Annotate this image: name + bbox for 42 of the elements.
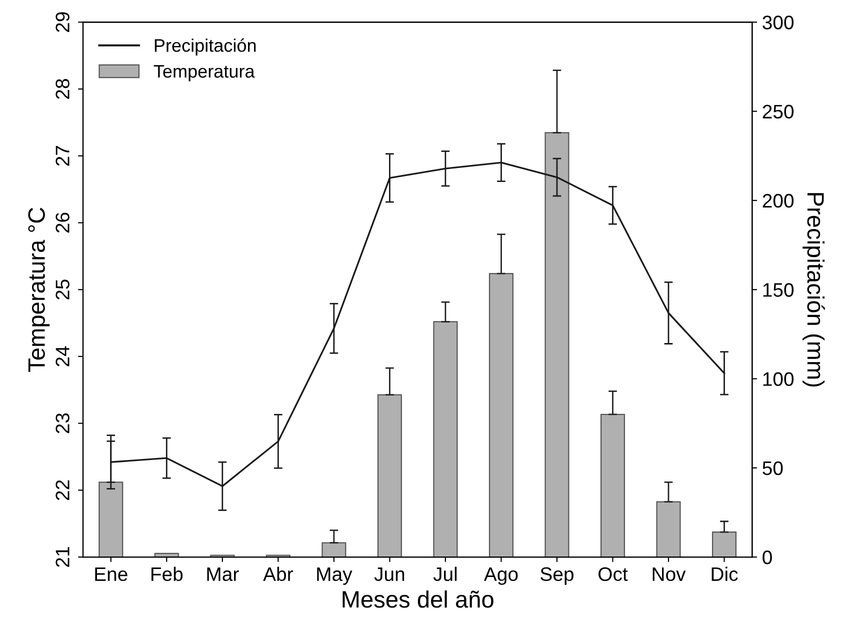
bar bbox=[544, 132, 570, 558]
x-tick-label: Nov bbox=[652, 567, 686, 582]
bar bbox=[488, 272, 514, 558]
x-tick-label: Jun bbox=[374, 567, 404, 582]
x-tick-label: Abr bbox=[263, 566, 293, 582]
y-tick-label: 28 bbox=[56, 79, 70, 99]
y-tick-label: 22 bbox=[56, 480, 70, 500]
x-tick-label: Ago bbox=[484, 567, 518, 585]
x-axis-title: Meses del año bbox=[342, 590, 494, 608]
x-tick-label: Dic bbox=[712, 566, 738, 582]
y2-tick-label: 200 bbox=[762, 194, 794, 208]
bar bbox=[600, 414, 625, 558]
y-axis-title: Temperatura °C bbox=[28, 208, 50, 372]
bar bbox=[98, 482, 124, 558]
legend-label: Precipitación bbox=[154, 38, 256, 56]
y-tick-label: 27 bbox=[56, 146, 70, 166]
y2-tick-label: 100 bbox=[763, 372, 794, 386]
y-tick-label: 25 bbox=[56, 280, 70, 300]
y2-tick-label: 150 bbox=[763, 283, 794, 297]
y2-axis-title: Precipitación (mm) bbox=[802, 193, 825, 387]
x-tick-label: Oct bbox=[598, 567, 628, 582]
bar bbox=[656, 501, 681, 558]
bar bbox=[433, 321, 458, 558]
y2-tick-label: 300 bbox=[762, 16, 794, 30]
x-tick-label: Sep bbox=[540, 567, 574, 585]
y2-tick-label: 50 bbox=[762, 461, 783, 476]
y-tick-label: 23 bbox=[56, 413, 70, 434]
x-tick-label: May bbox=[317, 567, 352, 585]
y-tick-label: 29 bbox=[56, 12, 70, 32]
y-tick-label: 21 bbox=[56, 547, 70, 567]
bar bbox=[377, 394, 402, 558]
x-tick-label: Ene bbox=[95, 567, 128, 582]
x-tick-label: Jul bbox=[433, 566, 457, 582]
legend-label: Temperatura bbox=[154, 65, 255, 82]
y-tick-label: 26 bbox=[56, 212, 70, 233]
x-tick-label: Mar bbox=[207, 567, 239, 582]
bar bbox=[712, 532, 737, 558]
y2-tick-label: 250 bbox=[762, 104, 794, 119]
y-tick-label: 24 bbox=[56, 346, 70, 366]
bar bbox=[322, 542, 346, 558]
x-tick-label: Feb bbox=[151, 566, 183, 582]
y2-tick-label: 0 bbox=[762, 550, 772, 564]
